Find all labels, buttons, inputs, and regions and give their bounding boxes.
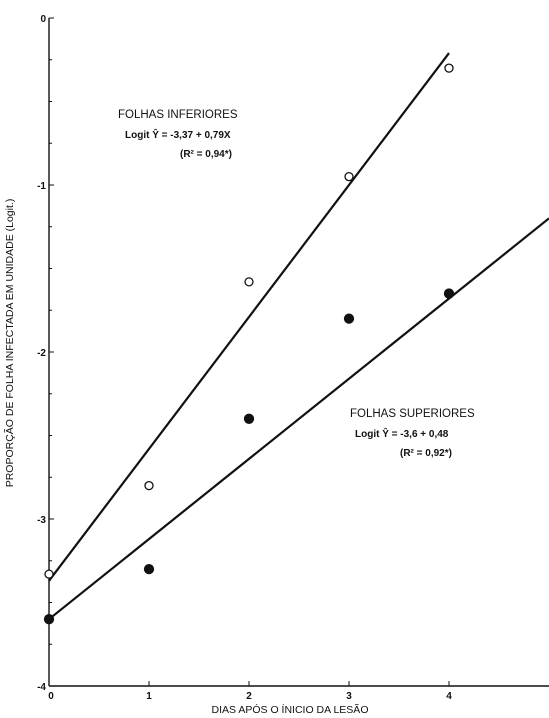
data-point-inferiores — [344, 171, 354, 182]
y-axis-label: PROPORÇÃO DE FOLHA INFECTADA EM UNIDADE … — [3, 199, 16, 488]
regression-line-inferiores — [48, 52, 450, 582]
x-tick-label: 4 — [446, 691, 452, 702]
annotation-inferiores-equation: Logit Ŷ = -3,37 + 0,79X — [125, 128, 231, 141]
data-point-superiores — [443, 288, 455, 299]
data-point-inferiores — [44, 569, 54, 579]
x-axis-label: DIAS APÓS O ÍNICIO DA LESÃO — [212, 703, 369, 716]
x-tick-label: 3 — [346, 691, 352, 702]
annotation-inferiores-title: FOLHAS INFERIORES — [118, 109, 238, 121]
y-tick-label: -1 — [37, 181, 46, 192]
data-point-superiores — [143, 563, 155, 575]
data-point-superiores — [243, 413, 255, 424]
marks — [43, 52, 549, 625]
data-point-inferiores — [444, 63, 454, 73]
data-point-superiores — [43, 614, 55, 625]
y-tick-label: 0 — [40, 14, 46, 25]
x-tick-label: 2 — [246, 691, 252, 702]
data-point-superiores — [343, 313, 355, 324]
annotation-superiores-r2: (R² = 0,92*) — [400, 448, 452, 459]
y-tick-label: -2 — [37, 348, 46, 359]
annotation-superiores-title: FOLHAS SUPERIORES — [350, 408, 475, 420]
x-tick-label: 1 — [146, 691, 152, 702]
regression-line-superiores — [48, 217, 549, 621]
data-point-inferiores — [244, 277, 254, 287]
x-tick-label: 0 — [48, 691, 54, 702]
y-tick-label: -3 — [37, 515, 46, 526]
annotation-inferiores-r2: (R² = 0,94*) — [180, 149, 232, 160]
axes: 0-1-2-3-40 1 2 3 4 — [37, 14, 549, 702]
y-tick-label: -4 — [37, 682, 46, 693]
data-point-inferiores — [144, 480, 154, 491]
annotation-superiores-equation: Logit Ŷ = -3,6 + 0,48 — [355, 427, 449, 440]
